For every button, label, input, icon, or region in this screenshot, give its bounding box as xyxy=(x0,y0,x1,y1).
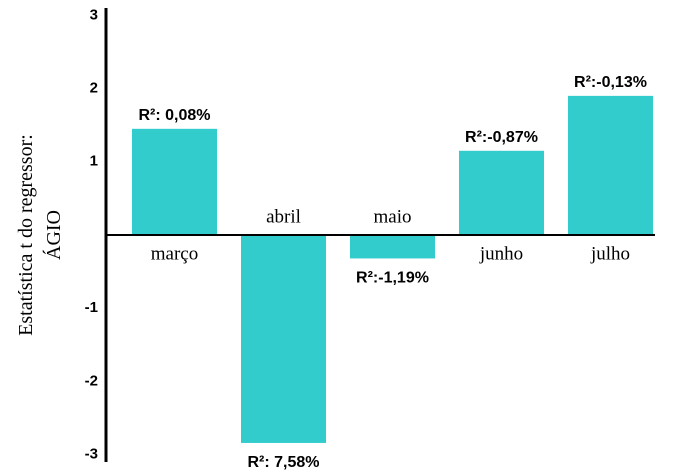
annotation: R²: 0,08% xyxy=(138,107,210,124)
annotation: R²:-1,19% xyxy=(356,270,429,287)
x-tick-label: maio xyxy=(374,206,412,227)
bar xyxy=(567,95,654,235)
y-label-line: ÁGIO xyxy=(42,210,65,260)
bar xyxy=(349,235,436,259)
y-tick-label: 2 xyxy=(90,80,98,97)
y-tick-label: -2 xyxy=(85,372,98,389)
y-tick-label: -1 xyxy=(85,299,98,316)
y-label-line: Estatística t do regressor: xyxy=(15,134,37,336)
bar xyxy=(240,235,327,443)
bar xyxy=(131,128,218,235)
y-tick-label: 3 xyxy=(90,6,98,23)
x-tick-label: abril xyxy=(266,206,301,227)
x-tick-label: julho xyxy=(590,243,630,264)
annotation: R²:-0,13% xyxy=(574,74,647,91)
x-tick-label: junho xyxy=(479,243,523,264)
y-tick-label: -3 xyxy=(85,446,98,463)
y-label: Estatística t do regressor: ÁGIO xyxy=(15,134,65,336)
y-tick-label: 1 xyxy=(90,153,98,170)
bar xyxy=(458,150,545,235)
x-tick-label: março xyxy=(151,243,198,264)
annotation: R²:-0,87% xyxy=(465,129,538,146)
annotation: R²: 7,58% xyxy=(247,454,319,471)
